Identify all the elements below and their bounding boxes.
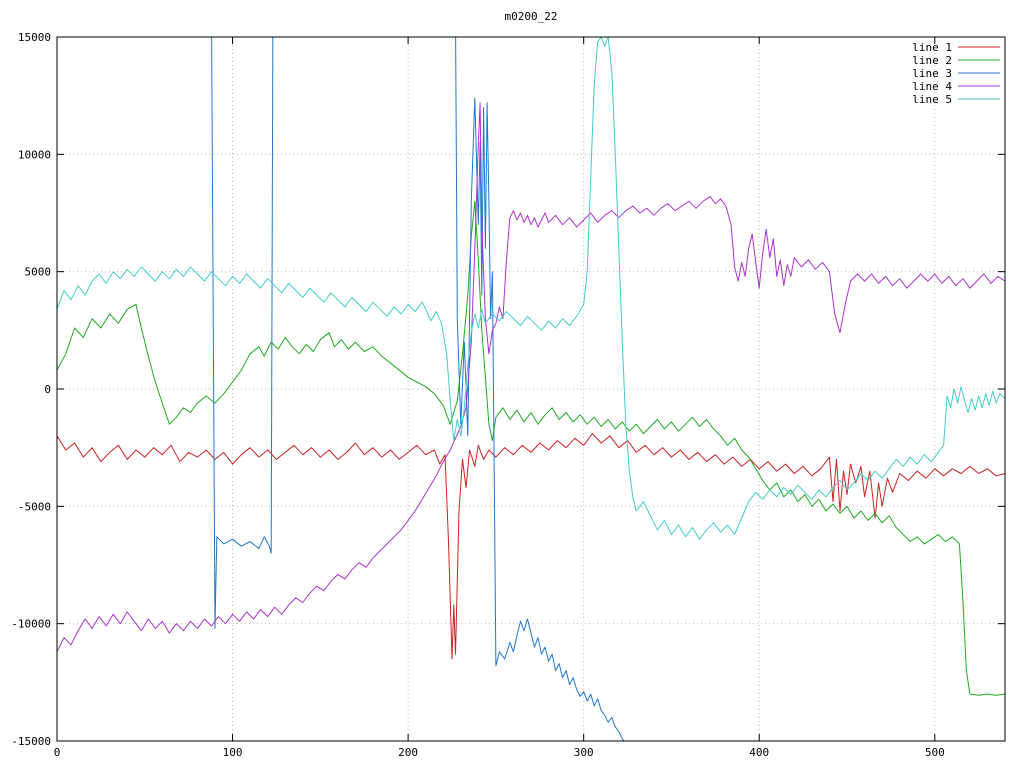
series-line-4 xyxy=(57,102,1005,653)
x-tick-label: 400 xyxy=(749,746,769,759)
legend-label: line 3 xyxy=(912,67,952,80)
x-tick-label: 100 xyxy=(223,746,243,759)
series-line-3 xyxy=(211,37,625,741)
y-tick-label: 5000 xyxy=(25,266,52,279)
y-tick-label: -15000 xyxy=(11,735,51,748)
chart-title: m0200_22 xyxy=(505,10,558,23)
tick-marks xyxy=(56,36,1005,742)
x-tick-label: 300 xyxy=(574,746,594,759)
legend-label: line 4 xyxy=(912,80,952,93)
y-tick-label: 10000 xyxy=(18,148,51,161)
tick-labels: 0 100 200 300 400 500 -15000 -10000 -5000 0 5000 10… xyxy=(11,31,944,759)
x-tick-label: 500 xyxy=(925,746,945,759)
series-group xyxy=(57,37,1005,741)
y-tick-label: -5000 xyxy=(18,500,51,513)
legend-label: line 2 xyxy=(912,54,952,67)
series-line-2 xyxy=(57,200,1005,696)
y-tick-label: -10000 xyxy=(11,618,51,631)
x-tick-label: 200 xyxy=(398,746,418,759)
x-tick-label: 0 xyxy=(54,746,61,759)
series-line-5 xyxy=(57,37,1005,540)
y-tick-label: 15000 xyxy=(18,31,51,44)
legend-label: line 1 xyxy=(912,41,952,54)
legend-label: line 5 xyxy=(912,93,952,106)
y-tick-label: 0 xyxy=(44,383,51,396)
